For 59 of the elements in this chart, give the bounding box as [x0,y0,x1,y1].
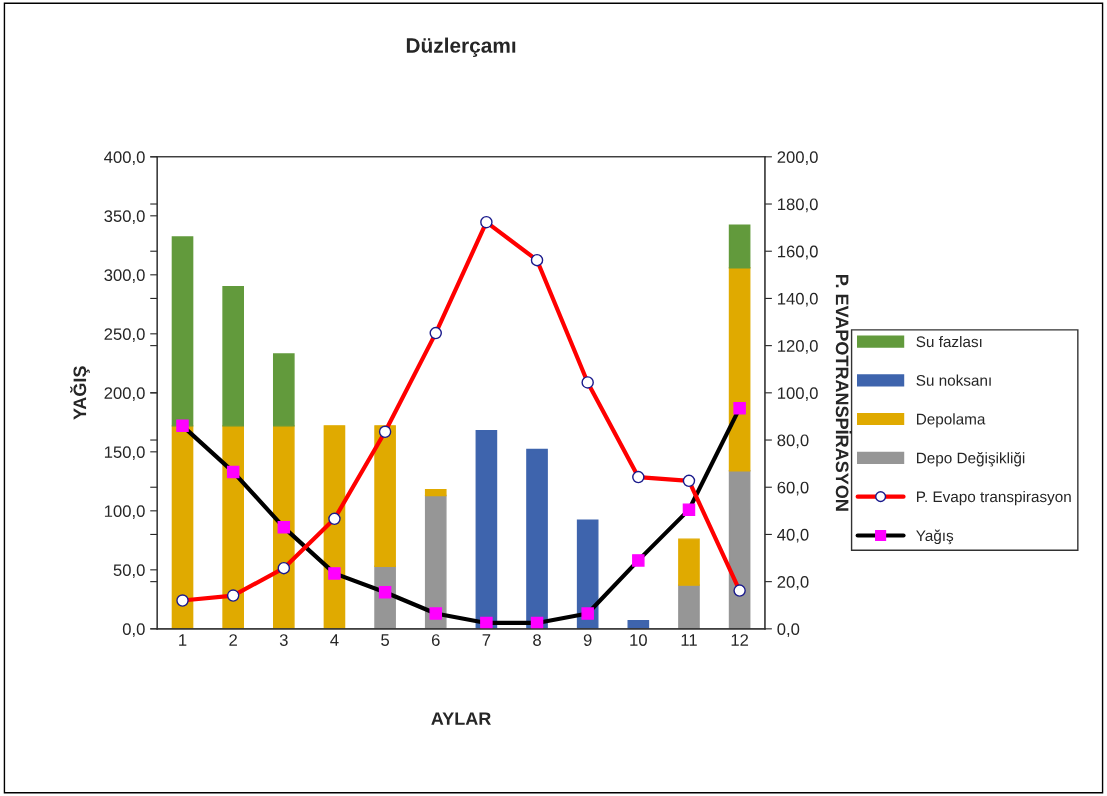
y-axis-title: YAĞIŞ [70,366,90,420]
y2-tick-label: 180,0 [778,198,818,213]
bar [728,267,751,472]
y-tick-label: 0,0 [122,623,145,638]
bar [424,494,447,629]
y2-tick-label: 80,0 [777,434,809,449]
x-tick-label: 3 [279,634,288,646]
y2-tick-label: 140,0 [778,292,818,307]
x-tick-label: 10 [630,634,647,646]
legend-label: P. Evapo transpirasyon [917,490,1071,506]
y-tick-label: 300,0 [104,269,145,283]
bar [475,429,498,629]
y2-tick-label: 120,0 [778,340,818,354]
bar [272,425,295,629]
x-tick-label: 7 [482,634,491,646]
bar [374,425,396,567]
y-tick-label: 400,0 [104,151,145,165]
y-tick-label: 100,0 [104,505,145,519]
y2-tick-label: 100,0 [778,387,818,401]
y2-tick-label: 60,0 [777,481,809,496]
legend-label: Yağış [916,529,954,545]
y2-tick-label: 20,0 [777,576,809,590]
y-tick-label: 150,0 [104,446,145,460]
legend-label: Depo Değişikliği [917,451,1025,467]
y2-tick-label: 0,0 [777,623,800,638]
x-tick-label: 12 [731,634,749,646]
bar [222,285,244,427]
y-tick-label: 50,0 [113,564,145,579]
bar [222,425,244,629]
y2-tick-label: 200,0 [777,151,818,165]
x-tick-label: 11 [681,634,697,646]
chart-title: Düzlerçamı [406,37,516,57]
bar [526,448,548,629]
bar [323,425,346,629]
bar [678,538,700,586]
x-tick-label: 4 [330,634,339,646]
x-tick-label: 8 [533,634,541,646]
x-tick-label: 2 [229,634,237,646]
bar [678,584,700,629]
y-tick-label: 200,0 [104,387,145,401]
x-tick-label: 6 [431,634,440,646]
y2-axis-title: P. EVAPOTRANSPİRASYON [835,274,852,511]
bar [424,488,447,497]
bar [728,470,751,629]
x-tick-label: 5 [381,634,390,646]
y2-tick-label: 40,0 [777,528,809,543]
y2-tick-label: 160,0 [778,245,818,260]
x-axis-title: AYLAR [431,712,491,725]
x-tick-label: 9 [583,634,592,646]
y-tick-label: 250,0 [104,328,145,342]
bar [728,224,751,269]
legend-label: Depolama [917,413,986,428]
legend-label: Su fazlası [916,335,982,348]
legend-label: Su noksanı [916,374,991,386]
x-tick-label: 1 [179,634,187,646]
y-tick-label: 350,0 [104,210,145,224]
bar [171,236,194,427]
bar [272,353,295,427]
bar [171,425,194,629]
